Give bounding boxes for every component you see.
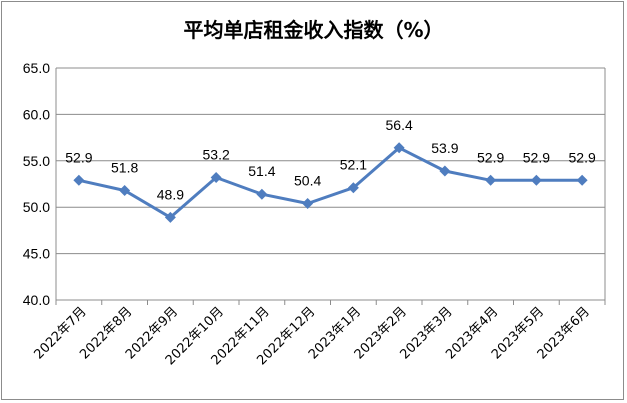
data-point (210, 172, 222, 184)
data-label: 51.8 (111, 159, 138, 175)
y-tick-label: 60.0 (23, 106, 50, 122)
data-label: 50.4 (294, 172, 321, 188)
series-line (78, 146, 583, 219)
data-label: 52.9 (569, 149, 596, 165)
data-point (439, 165, 451, 177)
data-label: 53.2 (203, 147, 230, 163)
data-point (302, 197, 314, 209)
data-point (393, 142, 405, 154)
chart-title: 平均单店租金收入指数（%） (183, 18, 444, 42)
data-label: 52.1 (340, 157, 367, 173)
data-label: 53.9 (431, 140, 458, 156)
y-tick-label: 45.0 (23, 246, 50, 262)
data-label: 52.9 (477, 149, 504, 165)
y-tick-label: 50.0 (23, 199, 50, 215)
data-point (164, 211, 176, 223)
y-tick-label: 65.0 (23, 60, 50, 76)
data-point (530, 174, 542, 186)
data-label: 48.9 (157, 186, 184, 202)
data-point (73, 174, 85, 186)
data-point (256, 188, 268, 200)
data-point (119, 184, 131, 196)
data-point (485, 174, 497, 186)
data-point (576, 174, 588, 186)
data-label: 51.4 (248, 163, 275, 179)
data-point (347, 182, 359, 194)
data-label: 52.9 (65, 149, 92, 165)
data-label: 52.9 (523, 149, 550, 165)
y-tick-label: 55.0 (23, 153, 50, 169)
data-label: 56.4 (386, 117, 413, 133)
y-tick-label: 40.0 (23, 292, 50, 308)
